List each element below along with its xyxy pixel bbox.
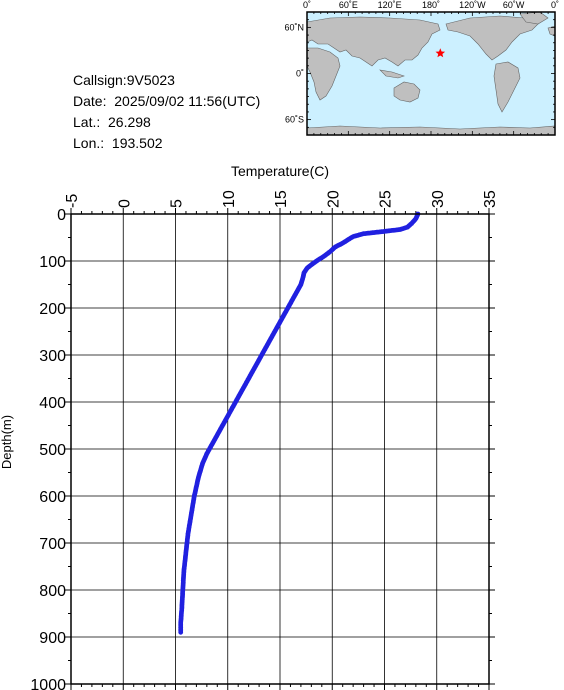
latitude-label: Lat.: 26.298 xyxy=(73,114,151,130)
land-eurasia xyxy=(306,16,441,67)
y-axis-label: Depth(m) xyxy=(0,415,14,469)
y-tick-label: 100 xyxy=(39,254,66,271)
y-tick-label: 0 xyxy=(57,207,66,224)
longitude-label: Lon.: 193.502 xyxy=(73,135,163,151)
x-tick-label: 25 xyxy=(378,190,395,208)
x-tick-label: 10 xyxy=(221,190,238,208)
x-tick-label: -5 xyxy=(64,194,81,208)
y-tick-labels: 0 100 200 300 400 500 600 700 800 900 1000 xyxy=(30,207,66,690)
map-longitude-labels: 0˚ 60˚E 120˚E 180˚ 120˚W 60˚W 0˚ xyxy=(303,0,559,10)
map-longitude-label: 180˚ xyxy=(422,0,440,10)
x-tick-label: 5 xyxy=(169,199,186,208)
x-tick-labels: -5 0 5 10 15 20 25 30 35 xyxy=(64,190,499,208)
map-longitude-label: 60˚E xyxy=(339,0,358,10)
x-tick-label: 30 xyxy=(430,190,447,208)
chart-grid xyxy=(65,208,495,690)
map-latitude-labels: 60˚N 0˚ 60˚S xyxy=(284,22,304,124)
land-north-america xyxy=(445,15,541,61)
y-tick-label: 500 xyxy=(39,442,66,459)
profile-point xyxy=(178,629,184,635)
y-tick-label: 900 xyxy=(39,630,66,647)
y-tick-label: 800 xyxy=(39,583,66,600)
map-longitude-label: 120˚E xyxy=(378,0,402,10)
land-australia xyxy=(393,81,421,103)
x-tick-label: 15 xyxy=(273,190,290,208)
float-location-star-icon xyxy=(435,48,446,58)
y-tick-label: 600 xyxy=(39,489,66,506)
y-tick-label: 1000 xyxy=(30,677,66,690)
map-longitude-label: 120˚W xyxy=(459,0,486,10)
map-latitude-label: 0˚ xyxy=(296,69,304,79)
plot-frame xyxy=(70,213,490,685)
x-axis-label: Temperature(C) xyxy=(231,163,329,179)
x-tick-label: 20 xyxy=(325,190,342,208)
map-latitude-label: 60˚N xyxy=(284,22,304,32)
land-south-america xyxy=(493,61,521,113)
y-tick-label: 300 xyxy=(39,348,66,365)
land-indonesia xyxy=(379,69,405,79)
temperature-profile xyxy=(178,211,421,635)
y-tick-label: 200 xyxy=(39,301,66,318)
y-tick-label: 700 xyxy=(39,536,66,553)
map-longitude-label: 60˚W xyxy=(503,0,525,10)
callsign-label: Callsign:9V5023 xyxy=(73,72,175,88)
y-tick-label: 400 xyxy=(39,395,66,412)
x-tick-label: 35 xyxy=(482,190,499,208)
x-tick-label: 0 xyxy=(116,199,133,208)
date-label: Date: 2025/09/02 11:56(UTC) xyxy=(73,93,261,109)
map-longitude-label: 0˚ xyxy=(551,0,559,10)
location-map: 0˚ 60˚E 120˚E 180˚ 120˚W 60˚W 0˚ 60˚N 0˚ 60˚S xyxy=(284,0,559,136)
map-ticks xyxy=(306,11,556,136)
float-info-panel: Callsign:9V5023 Date: 2025/09/02 11:56(U… xyxy=(73,70,260,154)
map-latitude-label: 60˚S xyxy=(285,115,304,125)
map-longitude-label: 0˚ xyxy=(303,0,311,10)
